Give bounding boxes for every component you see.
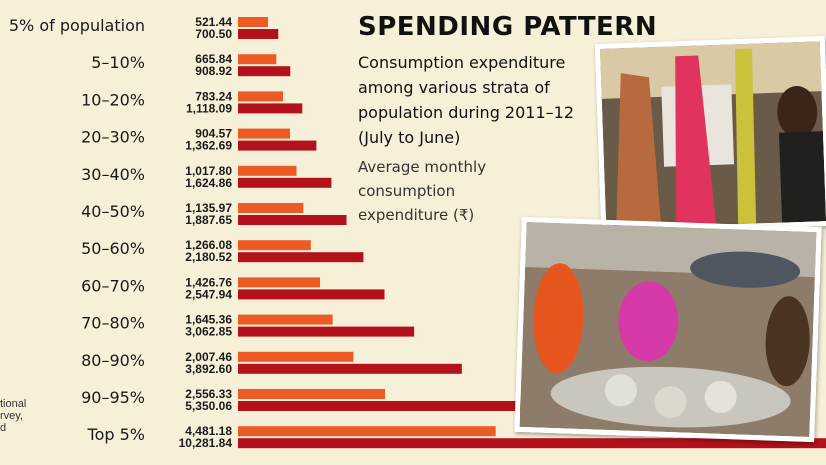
category-label: 10–20%: [81, 90, 145, 109]
category-label: 5–10%: [91, 53, 145, 72]
bar: [238, 363, 462, 374]
category-label: Top 5%: [87, 425, 145, 444]
bars: [238, 17, 826, 449]
source-line: tional: [0, 398, 27, 410]
bar: [238, 401, 546, 411]
bar: [238, 17, 268, 27]
value-label: 1,017.80: [185, 164, 232, 178]
bar: [238, 326, 415, 337]
category-label: 40–50%: [81, 202, 145, 221]
category-label: 30–40%: [81, 165, 145, 184]
value-label: 2,547.94: [185, 287, 232, 301]
chart-title: SPENDING PATTERN: [358, 12, 658, 42]
bar: [238, 389, 385, 399]
bar: [238, 289, 385, 300]
bar: [238, 426, 496, 437]
bar: [238, 103, 303, 114]
bar: [238, 54, 277, 65]
category-label: 80–90%: [81, 351, 145, 370]
bar: [238, 177, 332, 188]
value-label: 2,556.33: [185, 387, 232, 401]
category-label: 70–80%: [81, 314, 145, 333]
bar: [238, 165, 297, 176]
value-label: 1,645.36: [185, 313, 232, 327]
category-labels: 5% of population 5–10% 10–20% 20–30% 30–40% 4…: [9, 16, 145, 444]
bar: [238, 277, 321, 288]
value-label: 2,007.46: [185, 350, 232, 364]
bar: [238, 438, 826, 449]
value-label: 1,362.69: [185, 139, 232, 153]
category-label: 90–95%: [81, 388, 145, 407]
bar: [238, 66, 291, 77]
source-note: tional rvey, d: [0, 398, 26, 434]
value-label: 2,180.52: [185, 250, 232, 264]
value-label: 521.44: [195, 15, 232, 29]
value-label: 10,281.84: [179, 436, 233, 450]
bar: [238, 314, 333, 325]
value-label: 908.92: [195, 64, 232, 78]
category-label: 5% of population: [9, 16, 145, 35]
unit-label: Average monthly consumption expenditure …: [358, 158, 487, 224]
market-scene-image: [599, 41, 826, 229]
value-label: 1,135.97: [185, 201, 232, 215]
value-label: 1,624.86: [185, 176, 232, 190]
bar: [238, 128, 291, 139]
value-label: 700.50: [195, 27, 232, 41]
value-label: 3,892.60: [185, 362, 232, 376]
value-label: 1,426.76: [185, 275, 232, 289]
bar: [238, 91, 284, 102]
chart-subtitle: Consumption expenditure among various st…: [358, 53, 575, 147]
value-label: 783.24: [195, 89, 232, 103]
category-label: 50–60%: [81, 239, 145, 258]
category-label: 60–70%: [81, 276, 145, 295]
bar: [238, 252, 364, 263]
value-label: 904.57: [195, 127, 232, 141]
source-line: d: [0, 422, 7, 434]
bar: [238, 203, 304, 213]
bar: [238, 215, 347, 225]
market-photo-top: [594, 36, 826, 234]
bar: [238, 240, 311, 251]
bar: [238, 351, 354, 362]
value-label: 1,266.08: [185, 238, 232, 252]
value-label: 5,350.06: [185, 399, 232, 413]
value-label: 3,062.85: [185, 325, 232, 339]
bar: [238, 29, 279, 39]
source-line: rvey,: [0, 410, 24, 422]
value-label: 4,481.18: [185, 424, 232, 438]
value-label: 1,887.65: [185, 213, 232, 227]
category-label: 20–30%: [81, 128, 145, 147]
market-photo-bottom: [514, 216, 822, 443]
value-label: 1,118.09: [186, 101, 232, 115]
vendors-scene-image: [519, 222, 817, 437]
bar: [238, 140, 317, 151]
value-label: 665.84: [195, 52, 232, 66]
